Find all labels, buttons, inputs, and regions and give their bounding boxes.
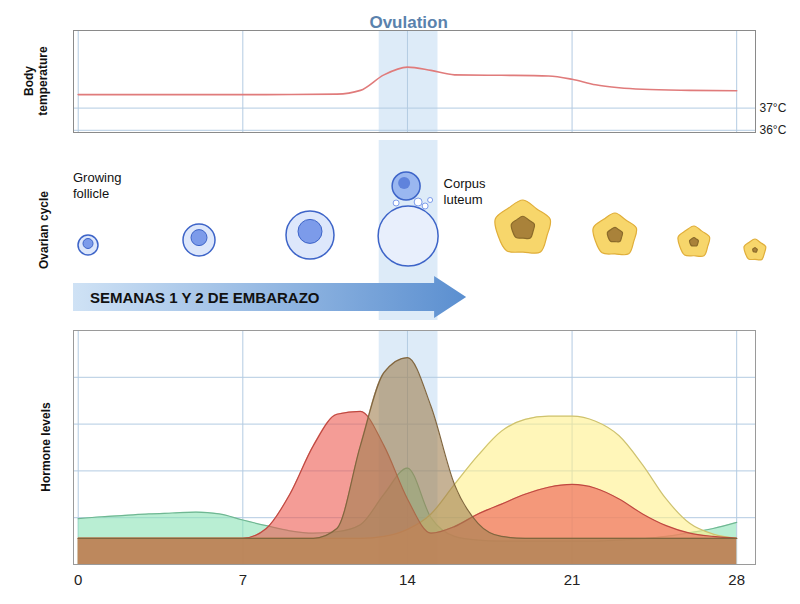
svg-text:Ovulation: Ovulation — [369, 13, 447, 32]
svg-text:21: 21 — [564, 571, 581, 588]
svg-text:36°C: 36°C — [760, 123, 787, 137]
svg-text:Hormone levels: Hormone levels — [39, 402, 53, 492]
svg-text:7: 7 — [239, 571, 247, 588]
svg-text:14: 14 — [399, 571, 416, 588]
svg-text:28: 28 — [728, 571, 745, 588]
svg-text:0: 0 — [74, 571, 82, 588]
svg-text:temperature: temperature — [36, 46, 50, 116]
svg-text:Body: Body — [22, 66, 36, 96]
svg-text:Corpusluteum: Corpusluteum — [444, 176, 486, 207]
svg-text:37°C: 37°C — [760, 101, 787, 115]
svg-text:SEMANAS 1 Y 2 DE EMBARAZO: SEMANAS 1 Y 2 DE EMBARAZO — [90, 289, 320, 306]
svg-text:Ovarian cycle: Ovarian cycle — [37, 191, 51, 269]
svg-text:Growingfollicle: Growingfollicle — [73, 170, 121, 201]
